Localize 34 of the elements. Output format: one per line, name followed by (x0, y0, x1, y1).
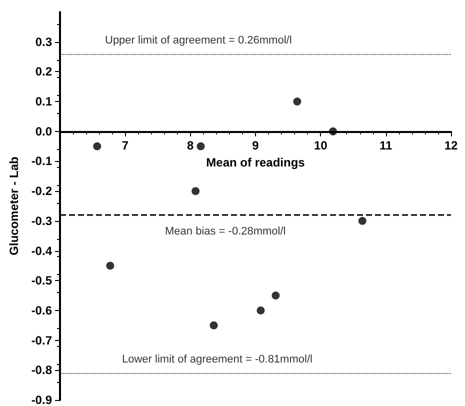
y-axis-title: Glucometer - Lab (7, 156, 21, 256)
y-tick-label: -0.4 (31, 244, 52, 258)
y-tick-label: -0.5 (31, 274, 52, 288)
y-tick-label: 0.1 (35, 94, 52, 109)
point (293, 98, 302, 106)
point (272, 292, 280, 300)
point (256, 306, 265, 314)
y-tick-label: -0.7 (31, 333, 52, 348)
x-tick-label: 11 (379, 138, 392, 152)
x-tick-label: 8 (186, 138, 194, 152)
x-tick-label: 12 (444, 138, 458, 152)
point (93, 142, 102, 150)
ref-line-label: Mean bias = -0.28mmol/l (165, 225, 286, 238)
point (210, 321, 218, 330)
y-tick-label: -0.3 (31, 214, 52, 228)
point (329, 127, 338, 136)
y-tick-label: -0.8 (31, 363, 52, 378)
x-tick-label: 9 (252, 138, 260, 152)
ref-line-label: Upper limit of agreement = 0.26mmol/l (105, 34, 292, 46)
y-tick-label: -0.2 (31, 184, 52, 198)
point (196, 142, 205, 150)
y-tick-label: 0.0 (35, 124, 52, 138)
x-tick-label: 10 (314, 138, 328, 152)
y-tick-label: 0.2 (35, 64, 52, 79)
y-tick-label: -0.9 (31, 393, 52, 406)
y-tick-label: 0.3 (35, 34, 52, 49)
x-tick-label: 7 (122, 138, 129, 152)
ref-line-label: Lower limit of agreement = -0.81mmol/l (122, 354, 312, 366)
y-tick-label: -0.1 (31, 154, 52, 168)
y-tick-label: -0.6 (31, 303, 52, 318)
x-axis-title: Mean of readings (206, 155, 306, 170)
point (106, 262, 114, 270)
point (192, 187, 200, 196)
point (358, 216, 366, 225)
